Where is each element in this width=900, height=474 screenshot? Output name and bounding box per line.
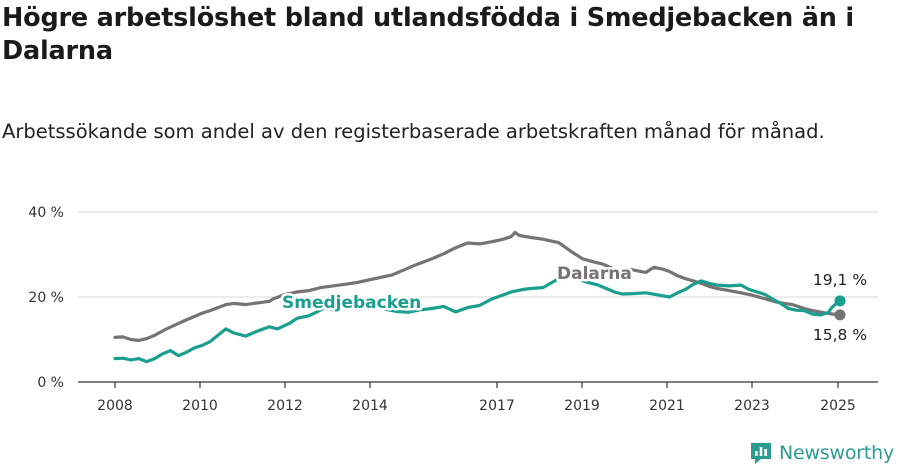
x-tick-label: 2019 [564,398,600,414]
series-label-dalarna-halo: Dalarna [557,264,632,284]
y-tick-label: 40 % [28,205,64,221]
series-endpoint-dalarna [834,309,846,321]
x-tick-label: 2017 [479,398,515,414]
y-tick-label: 20 % [28,290,64,306]
y-tick-label: 0 % [37,375,64,391]
x-tick-label: 2010 [182,398,218,414]
end-value-dalarna: 15,8 % [813,326,867,344]
x-tick-label: 2008 [97,398,133,414]
end-value-smedjebacken: 19,1 % [813,271,867,289]
brand-name: Newsworthy [778,442,894,464]
x-tick-label: 2025 [820,398,856,414]
x-tick-label: 2021 [649,398,685,414]
newsworthy-logo-icon [750,443,771,464]
y-gridlines [78,211,878,298]
series-label-dalarna: Dalarna [557,264,632,284]
x-tick-label: 2023 [734,398,770,414]
chart-title: Högre arbetslöshet bland utlandsfödda i … [2,3,854,66]
series-line-smedjebacken [113,271,842,364]
series-endpoint-smedjebacken [834,295,846,307]
series-label-smedjebacken: Smedjebacken [282,293,421,313]
series-line-dalarna [113,230,842,342]
x-axis: 2008 2010 2012 2014 2017 2019 2021 2023 2025 [78,381,878,414]
x-tick-label: 2014 [352,398,388,414]
y-axis-tick-labels: 0 % 20 % 40 % [28,205,64,391]
chart-subtitle: Arbetssökande som andel av den registerb… [2,120,825,143]
series-labels: DalarnaDalarnaSmedjebackenSmedjebacken19… [280,262,868,345]
series-lines [113,230,846,364]
series-label-smedjebacken-halo: Smedjebacken [282,293,421,313]
x-tick-label: 2012 [267,398,303,414]
newsworthy-brand: Newsworthy [749,438,894,468]
